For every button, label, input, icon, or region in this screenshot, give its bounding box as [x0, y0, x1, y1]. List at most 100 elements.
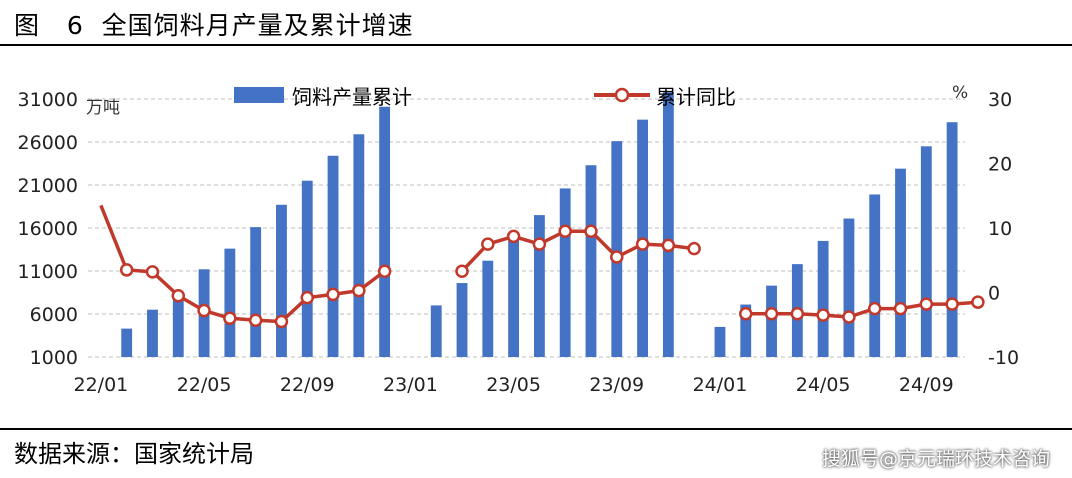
- line-point: [481, 237, 495, 251]
- line-point: [352, 283, 366, 298]
- bar: [714, 326, 726, 357]
- bar: [327, 155, 339, 357]
- figure-title: 图 6 全国饲料月产量及累计增速: [14, 11, 414, 40]
- bar: [121, 328, 133, 357]
- x-tick-label: 22/09: [280, 374, 335, 396]
- bar: [559, 188, 571, 357]
- x-tick-label: 22/05: [177, 374, 232, 396]
- x-axis-ticks: 22/01 22/05 22/09 23/01 23/05 23/09 24/01 24/05…: [74, 374, 954, 396]
- bar: [353, 134, 365, 357]
- line-point: [610, 250, 624, 264]
- line-point: [377, 264, 392, 278]
- bar: [843, 218, 855, 357]
- bar: [482, 260, 494, 357]
- bar: [585, 165, 597, 357]
- line-point: [584, 224, 598, 238]
- gridlines: [88, 98, 965, 358]
- line-point: [274, 314, 289, 329]
- x-tick-label: 23/01: [383, 374, 438, 396]
- line-point: [739, 307, 753, 321]
- y-right-tick-label: 0: [988, 283, 1000, 305]
- line-point: [919, 297, 934, 311]
- line-point: [300, 290, 314, 305]
- line-point: [635, 237, 650, 251]
- bottom-rule: [0, 428, 1072, 430]
- line-point: [893, 301, 908, 316]
- bar: [740, 304, 752, 357]
- line-point: [197, 303, 211, 318]
- y-right-tick-label: 20: [988, 154, 1012, 176]
- title-rule: [0, 44, 1072, 46]
- bar: [250, 227, 262, 357]
- right-unit-label: %: [952, 83, 968, 103]
- line-point: [119, 263, 134, 277]
- line-point: [790, 307, 805, 321]
- bar: [456, 283, 468, 357]
- x-tick-label: 24/01: [693, 374, 748, 396]
- bar: [508, 237, 520, 357]
- legend-bar-label: 饲料产量累计: [292, 85, 412, 109]
- y-left-tick-label: 21000: [18, 175, 78, 197]
- bar: [301, 180, 313, 357]
- source-note: 数据来源：国家统计局: [14, 440, 254, 468]
- y-left-tick-label: 31000: [18, 89, 78, 111]
- line-point: [506, 229, 521, 244]
- legend-line-label: 累计同比: [656, 85, 736, 109]
- line-point: [248, 313, 263, 327]
- line-point: [223, 311, 237, 326]
- line-point: [971, 295, 985, 309]
- line-point: [661, 238, 676, 253]
- bar: [533, 215, 545, 357]
- bar: [276, 204, 287, 357]
- line-markers: [119, 224, 985, 329]
- y-right-tick-label: 30: [988, 89, 1012, 111]
- line-point: [171, 288, 186, 303]
- left-axis-ticks: 1000 6000 11000 16000 21000 26000 31000: [18, 89, 78, 369]
- line-point: [145, 265, 160, 279]
- y-right-tick-label: -10: [988, 347, 1019, 369]
- right-axis-ticks: -10 0 10 20 30: [988, 89, 1019, 369]
- bar: [662, 92, 674, 357]
- y-left-tick-label: 11000: [18, 261, 78, 283]
- bar: [224, 248, 236, 357]
- line-point: [945, 297, 959, 311]
- line-point: [455, 264, 469, 278]
- line-point: [326, 287, 340, 302]
- x-tick-label: 22/01: [74, 374, 129, 396]
- line-point: [867, 301, 882, 316]
- line-point: [558, 224, 572, 238]
- x-tick-label: 23/05: [486, 374, 541, 396]
- line-point: [816, 308, 830, 322]
- chart: 1000 6000 11000 16000 21000 26000 31000 -10 0 10…: [18, 83, 1020, 396]
- bar: [869, 194, 881, 357]
- left-unit-label: 万吨: [86, 98, 120, 118]
- line-point: [532, 237, 547, 251]
- bar: [817, 240, 829, 357]
- x-tick-label: 23/09: [589, 374, 644, 396]
- line-point: [842, 310, 856, 324]
- y-left-tick-label: 6000: [30, 304, 78, 326]
- x-tick-label: 24/05: [796, 374, 851, 396]
- legend-line-marker: [614, 87, 630, 103]
- bar: [946, 122, 958, 357]
- y-left-tick-label: 1000: [30, 347, 78, 369]
- y-left-tick-label: 16000: [18, 218, 78, 240]
- y-right-tick-label: 10: [988, 218, 1012, 240]
- bar: [611, 141, 623, 357]
- bar: [895, 168, 906, 357]
- line-point: [764, 307, 779, 321]
- legend-bar-swatch: [234, 87, 284, 103]
- title-bar: 图 6 全国饲料月产量及累计增速: [0, 0, 1072, 44]
- x-tick-label: 24/09: [899, 374, 954, 396]
- bar-series: [121, 92, 958, 357]
- watermark-text: 搜狐号@京元瑞环技术咨询: [821, 448, 1050, 470]
- y-left-tick-label: 26000: [18, 132, 78, 154]
- legend: 饲料产量累计 累计同比: [234, 85, 736, 109]
- bar: [766, 285, 777, 357]
- bar: [147, 309, 158, 357]
- bar: [172, 292, 184, 357]
- line-point: [687, 241, 701, 256]
- bar: [430, 305, 442, 357]
- bar: [920, 146, 932, 357]
- bar: [379, 106, 391, 357]
